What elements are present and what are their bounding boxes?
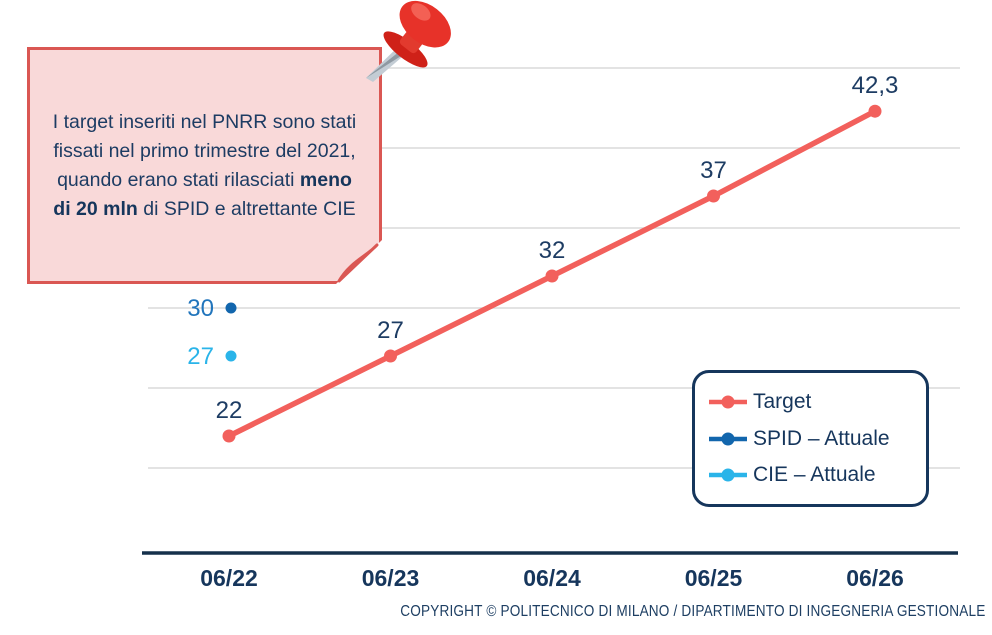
target-point [707,189,720,203]
actual-point [225,302,237,314]
target-point [384,349,397,363]
actual-point-label: 30 [187,295,214,322]
legend-item-target: Target [708,390,918,414]
legend-label-spid: SPID – Attuale [753,426,890,450]
target-point [868,104,882,118]
target-point-label: 42,3 [852,72,899,99]
note-fold-corner-icon [336,240,382,284]
legend-item-spid: SPID – Attuale [708,427,918,451]
x-axis-label: 06/23 [362,565,420,591]
legend-label-cie: CIE – Attuale [753,463,876,487]
target-point [222,429,236,443]
x-axis-label: 06/24 [523,565,581,591]
target-line-swatch-icon [709,395,747,409]
target-point-label: 32 [539,237,566,264]
actual-point [225,350,237,362]
cie-line-swatch-icon [709,468,747,482]
pushpin-icon [366,0,451,82]
actual-point-label: 27 [187,343,214,370]
sticky-note: I target inseriti nel PNRR sono stati fi… [27,47,382,284]
note-text: I target inseriti nel PNRR sono stati fi… [52,110,357,220]
target-point [545,269,559,283]
target-point-label: 22 [216,397,243,424]
copyright-text: COPYRIGHT © POLITECNICO DI MILANO / DIPA… [399,603,985,620]
legend-item-cie: CIE – Attuale [708,463,918,487]
spid-line-swatch-icon [709,432,747,445]
target-point-label: 27 [377,317,404,344]
legend-label-target: Target [753,389,812,413]
x-axis-label: 06/26 [846,565,904,591]
legend: Target SPID – Attuale CIE – Attuale [692,370,929,507]
target-point-label: 37 [700,157,727,184]
x-axis-label: 06/25 [685,565,743,591]
x-axis-label: 06/22 [200,565,258,591]
